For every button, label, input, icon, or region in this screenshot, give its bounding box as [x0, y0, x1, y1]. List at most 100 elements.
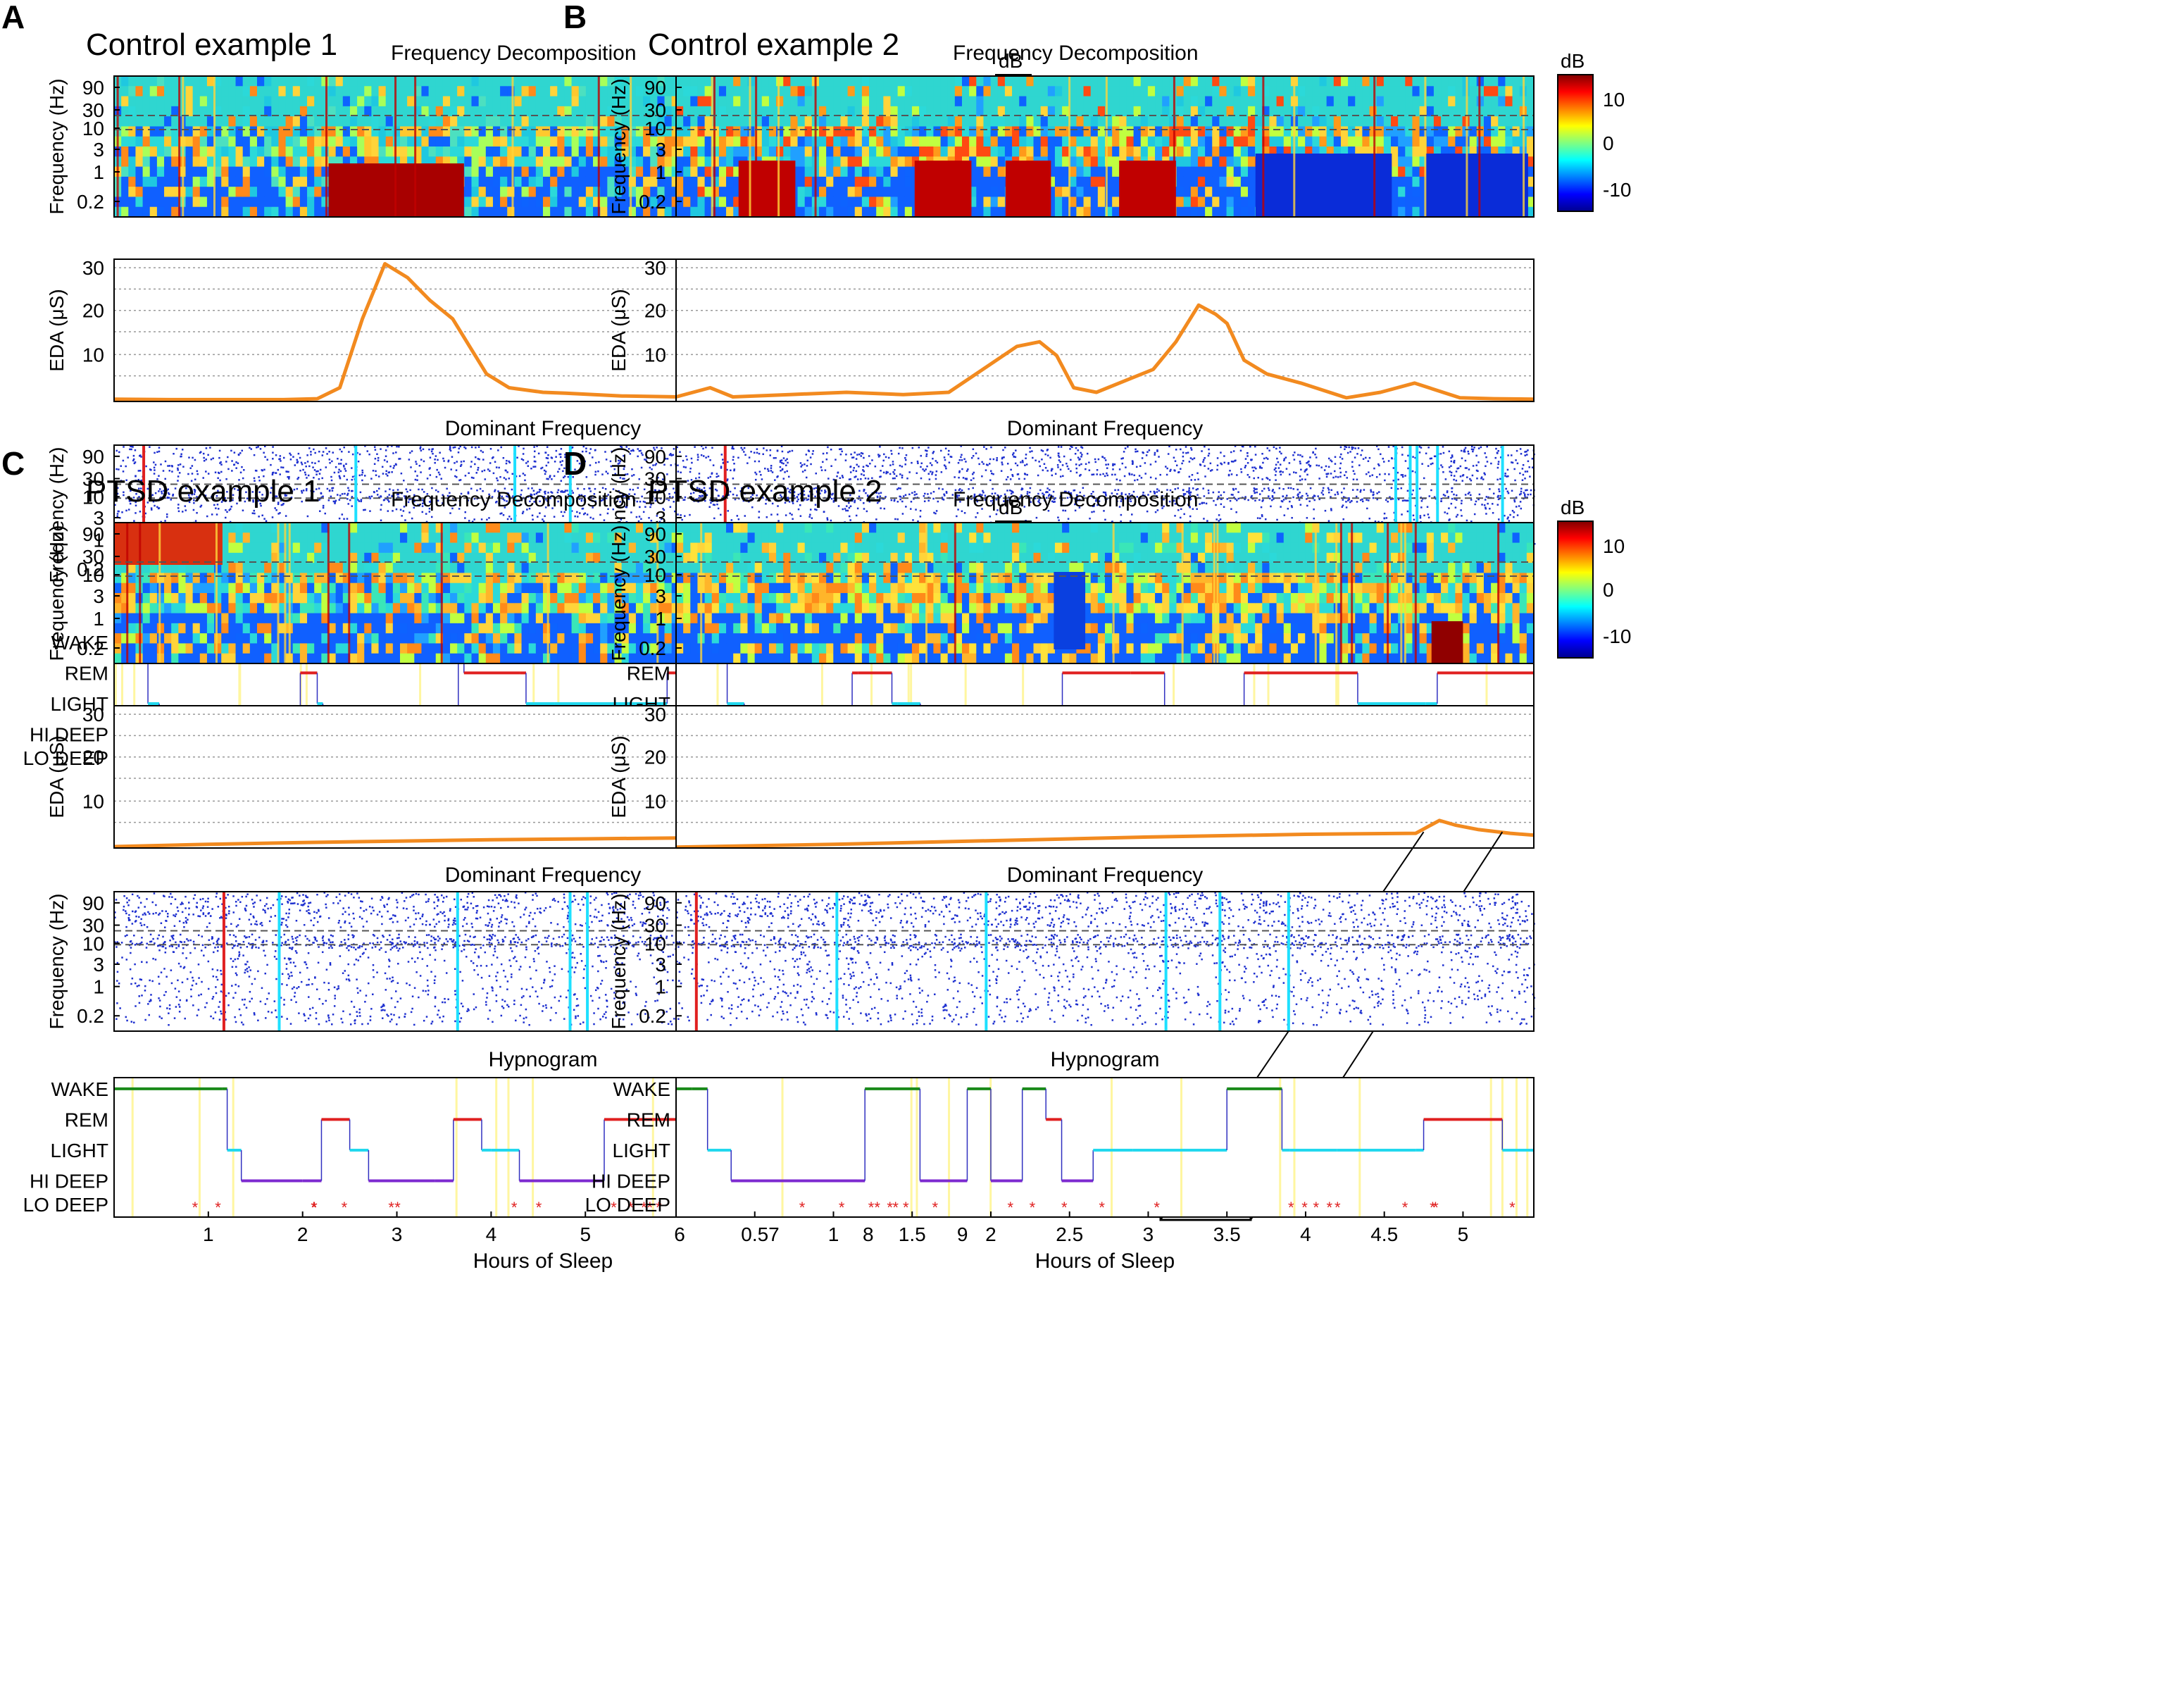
spectrogram-cell: [854, 96, 863, 107]
dominant-point: [639, 506, 641, 509]
spectrogram-cell: [435, 76, 444, 87]
spectrogram-cell: [847, 197, 856, 208]
spectrogram-cell: [783, 116, 791, 127]
spectrogram-cell: [357, 96, 365, 107]
spectrogram-cell: [500, 106, 508, 117]
dominant-point: [314, 462, 316, 464]
dominant-point: [118, 451, 120, 454]
spectrogram-cell: [783, 126, 791, 137]
spectrogram-cell: [854, 116, 863, 127]
spectrogram-cell: [185, 126, 194, 137]
spectrogram-cell: [156, 187, 165, 198]
spectrogram-cell: [528, 86, 537, 97]
dominant-point: [594, 470, 597, 473]
dominant-point: [220, 461, 222, 463]
spectrogram-cell: [164, 96, 172, 107]
dominant-point: [420, 471, 422, 473]
dominant-point: [327, 499, 330, 501]
spectrogram-cell: [128, 86, 137, 97]
spectrogram-cell: [550, 206, 558, 218]
dominant-point: [630, 511, 632, 513]
spectrogram-cell: [628, 176, 637, 187]
dominant-point: [239, 471, 242, 474]
dominant-point: [338, 463, 340, 465]
dominant-point: [592, 518, 594, 520]
spectrogram-cell: [804, 76, 813, 87]
spectrogram-cell: [214, 206, 222, 218]
spectrogram-cell: [335, 126, 344, 137]
freq-tick-label: 30: [82, 99, 104, 121]
spectrogram-cell: [890, 126, 899, 137]
spectrogram-cell: [621, 187, 630, 198]
spectrogram-cell: [264, 106, 272, 117]
spectrogram-cell: [192, 176, 201, 187]
dominant-point: [325, 466, 327, 468]
spectrogram-cell: [607, 206, 615, 218]
spectrogram-cell: [657, 147, 665, 157]
spectrogram-cell: [621, 176, 630, 187]
dominant-point: [395, 463, 397, 466]
dominant-point: [180, 453, 182, 456]
spectrogram-cell: [171, 147, 179, 157]
dominant-point: [344, 470, 347, 472]
dominant-point: [343, 475, 345, 478]
dominant-point: [562, 515, 564, 517]
spectrogram-cell: [861, 136, 870, 147]
spectrogram-cell: [235, 197, 244, 208]
spectrogram-cell: [819, 96, 827, 107]
dominant-point: [399, 458, 401, 460]
dominant-point: [380, 519, 382, 522]
dominant-point: [419, 447, 421, 450]
spectrogram-cell: [249, 106, 258, 117]
spectrogram-cell: [761, 76, 770, 87]
spectrogram-cell: [664, 96, 673, 107]
spectrogram-cell: [135, 156, 144, 168]
spectrogram-cell: [457, 116, 465, 127]
dominant-point: [547, 454, 549, 456]
dominant-point: [674, 510, 676, 513]
dominant-point: [635, 516, 638, 518]
dominant-point: [537, 516, 539, 518]
spectrogram-cell: [557, 76, 565, 87]
dominant-point: [405, 488, 408, 490]
spectrogram-cell: [543, 136, 551, 147]
spectrogram-cell: [242, 206, 251, 218]
dominant-point: [458, 479, 461, 482]
spectrogram-cell: [285, 187, 294, 198]
dominant-point: [227, 456, 229, 459]
spectrogram-cell: [500, 206, 508, 218]
spectrogram-cell: [593, 106, 601, 117]
dominant-point: [189, 467, 192, 469]
spectrogram-cell: [156, 86, 165, 97]
dominant-point: [468, 472, 470, 474]
dominant-point: [358, 474, 361, 477]
spectrogram-cell: [199, 197, 208, 208]
spectrogram-cell: [299, 197, 308, 208]
spectrogram-cell: [904, 136, 913, 147]
spectrogram-cell: [585, 76, 594, 87]
spectrogram-cell: [826, 96, 834, 107]
spectrogram-cell: [664, 136, 673, 147]
dominant-point: [642, 454, 644, 456]
spectrogram-cell: [876, 116, 884, 127]
spectrogram-cell: [292, 187, 301, 198]
dominant-point: [666, 473, 668, 475]
spectrogram-cell: [149, 166, 158, 177]
spectrogram-cell: [614, 76, 623, 87]
spectrogram-cell: [697, 126, 706, 137]
spectrogram-cell: [206, 197, 215, 208]
dominant-point: [313, 469, 316, 471]
dominant-point: [210, 458, 213, 461]
spectrogram-cell: [664, 76, 673, 87]
dominant-point: [277, 513, 280, 515]
dominant-point: [254, 469, 257, 472]
dominant-point: [346, 518, 349, 520]
dominant-point: [289, 452, 291, 455]
spectrogram-cell: [571, 96, 580, 107]
spectrogram-cell: [321, 206, 330, 218]
dominant-point: [153, 461, 155, 463]
spectrogram-cell: [264, 76, 272, 87]
spectrogram-cell: [543, 86, 551, 97]
spectrogram-cell: [192, 86, 201, 97]
spectrogram-cell: [904, 187, 913, 198]
